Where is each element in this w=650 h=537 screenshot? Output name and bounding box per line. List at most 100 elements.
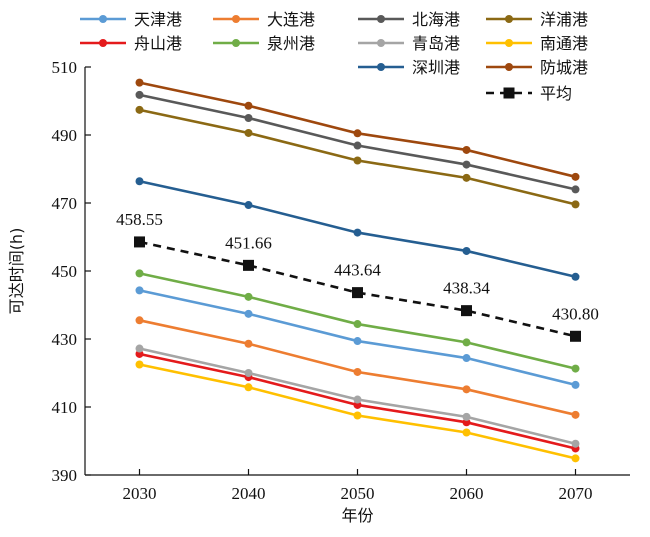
data-point — [135, 360, 144, 369]
data-point — [244, 383, 253, 392]
x-tick-label: 2060 — [450, 484, 484, 503]
x-tick-label: 2070 — [559, 484, 593, 503]
data-point — [462, 412, 471, 421]
data-point — [244, 339, 253, 348]
data-point — [353, 129, 362, 138]
legend-label: 天津港 — [134, 10, 182, 29]
series-e99d92e5b29be6b8af — [135, 344, 580, 448]
chart-axes: 390 410 430 450 470 490 510 2030 2040 2050 2060 207… — [52, 58, 630, 503]
data-point — [571, 380, 580, 389]
series-line — [139, 240, 576, 338]
data-point — [571, 454, 580, 463]
data-point — [244, 101, 253, 110]
data-point — [244, 369, 253, 377]
legend-swatch-marker — [505, 63, 513, 71]
data-point — [135, 177, 144, 186]
legend-swatch-marker — [232, 15, 240, 23]
data-point — [353, 228, 362, 237]
x-tick-label: 2040 — [232, 484, 266, 503]
data-point — [135, 316, 144, 325]
legend-label: 南通港 — [540, 34, 588, 53]
legend-swatch-marker — [505, 39, 513, 47]
legend-label: 深圳港 — [412, 58, 460, 77]
data-point — [353, 395, 362, 404]
legend-item: 防城港 — [486, 58, 588, 77]
legend-label: 大连港 — [267, 10, 315, 29]
data-point — [244, 128, 253, 137]
data-point — [353, 337, 362, 346]
legend-swatch-marker — [377, 63, 385, 71]
data-point — [571, 272, 580, 281]
x-tick-label: 2050 — [341, 484, 375, 503]
data-point — [353, 411, 362, 420]
legend-item: 平均 — [486, 84, 572, 103]
legend-label: 泉州港 — [267, 34, 315, 53]
data-point — [462, 246, 471, 255]
data-label: 451.66 — [225, 233, 272, 252]
legend-swatch-marker — [99, 15, 107, 23]
data-point — [353, 320, 362, 329]
data-point — [462, 338, 471, 347]
y-tick-label: 470 — [52, 194, 78, 213]
legend-swatch-marker — [232, 39, 240, 47]
data-labels-layer: 458.55 451.66 443.64 438.34 430.80 — [116, 210, 599, 323]
data-point — [571, 172, 580, 181]
legend-swatch-marker — [505, 15, 513, 23]
legend-item: 天津港 — [80, 10, 182, 29]
series-e998b2e59f8ee6b8af — [135, 78, 580, 181]
series-e58d97e9809ae6b8af — [135, 360, 580, 463]
data-point — [353, 141, 362, 150]
y-tick-label: 450 — [52, 262, 78, 281]
series-e6b389e5b79ee6b8af — [135, 269, 580, 373]
legend-label: 洋浦港 — [540, 10, 588, 29]
series-e5b9b3e59d87 — [134, 236, 581, 342]
data-label: 443.64 — [334, 261, 381, 280]
data-point — [462, 173, 471, 182]
data-point — [571, 410, 580, 419]
y-tick-label: 390 — [52, 466, 78, 485]
data-label: 458.55 — [116, 210, 163, 229]
legend-swatch-marker — [99, 39, 107, 47]
data-point — [353, 367, 362, 376]
data-point — [462, 428, 471, 437]
data-point — [570, 330, 581, 342]
legend-swatch-marker — [377, 39, 385, 47]
y-tick-label: 410 — [52, 398, 78, 417]
data-point — [571, 439, 580, 448]
data-point — [462, 160, 471, 169]
x-axis-title: 年份 — [341, 506, 373, 525]
series-e5a4a7e8bf9ee6b8af — [135, 316, 580, 419]
y-tick-label: 430 — [52, 330, 78, 349]
y-tick-label: 490 — [52, 126, 78, 145]
legend-item: 舟山港 — [80, 34, 182, 53]
data-point — [135, 286, 144, 295]
data-point — [461, 305, 472, 317]
data-point — [134, 236, 145, 248]
data-point — [571, 364, 580, 373]
series-e6b7b1e59cb3e6b8af — [135, 177, 580, 281]
data-point — [353, 156, 362, 165]
data-point — [462, 385, 471, 394]
data-point — [244, 292, 253, 301]
data-point — [135, 78, 144, 87]
legend-swatch-marker — [503, 87, 515, 99]
data-point — [135, 269, 144, 278]
series-e6b48be6b5a6e6b8af — [135, 105, 580, 209]
legend-item: 北海港 — [358, 10, 460, 29]
legend-label: 舟山港 — [134, 34, 182, 53]
legend-label: 青岛港 — [412, 34, 460, 53]
data-point — [244, 201, 253, 210]
legend-label: 平均 — [540, 84, 572, 103]
legend-item: 青岛港 — [358, 34, 460, 53]
legend-item: 南通港 — [486, 34, 588, 53]
series-layer — [134, 78, 581, 463]
data-point — [571, 200, 580, 209]
data-label: 438.34 — [443, 279, 490, 298]
data-point — [243, 259, 254, 271]
y-axis-title: 可达时间(h) — [7, 228, 26, 315]
y-tick-label: 510 — [52, 58, 78, 77]
legend-item: 大连港 — [213, 10, 315, 29]
x-tick-label: 2030 — [123, 484, 157, 503]
data-label: 430.80 — [552, 304, 599, 323]
